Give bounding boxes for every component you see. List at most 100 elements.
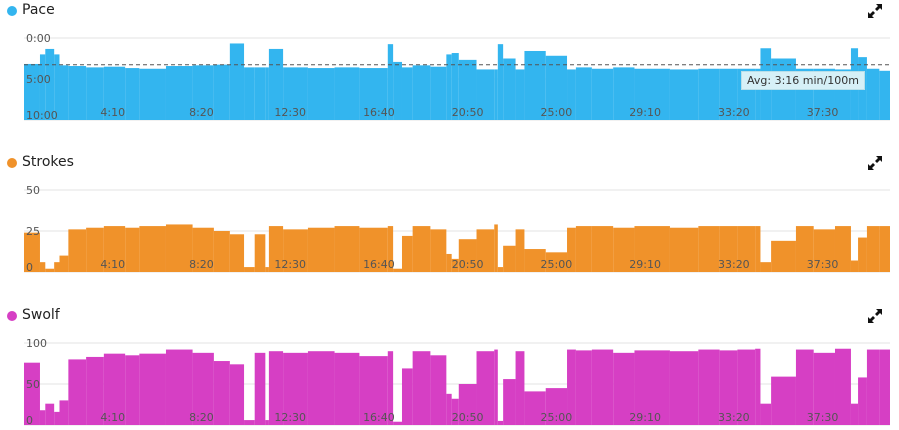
pace-legend-dot <box>7 6 17 16</box>
swolf-bar <box>591 349 614 425</box>
pace-y-tick-label: 0:00 <box>26 32 51 45</box>
swolf-header: Swolf <box>0 305 899 327</box>
pace-x-tick-label: 29:10 <box>629 106 661 119</box>
swolf-bar <box>265 420 269 425</box>
strokes-bar <box>54 262 60 272</box>
pace-bar <box>86 67 104 120</box>
pace-bar <box>265 67 269 120</box>
pace-bar <box>497 44 504 120</box>
strokes-bar <box>268 226 284 272</box>
swolf-bar <box>834 348 851 425</box>
pace-bar <box>545 55 568 121</box>
swolf-bar <box>39 410 46 425</box>
swolf-bar <box>503 379 516 425</box>
swolf-bar <box>458 384 477 425</box>
pace-bar <box>458 59 477 120</box>
strokes-bar <box>45 268 55 272</box>
strokes-bar <box>503 245 516 272</box>
strokes-bar <box>591 226 614 272</box>
strokes-x-tick-label: 8:20 <box>189 258 214 271</box>
pace-x-tick-label: 20:50 <box>452 106 484 119</box>
pace-bar <box>494 69 498 120</box>
strokes-bar <box>669 227 699 272</box>
swolf-bar <box>613 352 635 425</box>
swolf-bar <box>451 398 459 425</box>
pace-y-tick-label: 5:00 <box>26 73 51 86</box>
strokes-chart: 50 25 0 4:10 8:20 12:30 16:40 20:50 25:00 29:10 33… <box>24 184 890 274</box>
strokes-bar <box>244 267 255 272</box>
swolf-bar <box>567 349 576 425</box>
pace-bar <box>446 54 452 120</box>
pace-bar <box>39 54 46 120</box>
strokes-bar <box>719 226 738 272</box>
pace-bar <box>634 68 670 120</box>
strokes-bar <box>698 226 720 272</box>
swolf-bar <box>858 377 867 425</box>
swolf-x-tick-label: 20:50 <box>452 411 484 424</box>
strokes-bar <box>866 226 880 272</box>
pace-bar <box>524 50 546 120</box>
strokes-panel: Strokes 50 25 0 4:10 8:20 12:30 16:40 20:50 25:0… <box>0 152 899 282</box>
strokes-bar <box>254 234 266 272</box>
pace-expand-icon[interactable] <box>866 2 884 20</box>
swolf-bar <box>698 349 720 425</box>
strokes-bar <box>265 267 269 272</box>
swolf-bar <box>125 355 140 425</box>
strokes-bar <box>497 267 504 272</box>
strokes-x-tick-label: 33:20 <box>718 258 750 271</box>
pace-bar <box>476 69 495 120</box>
pace-bar <box>866 68 880 120</box>
swolf-bar <box>771 376 796 425</box>
swolf-bar <box>254 352 266 425</box>
swolf-y-tick-label: 100 <box>26 337 47 350</box>
strokes-x-tick-label: 37:30 <box>807 258 839 271</box>
strokes-bar <box>858 237 867 272</box>
strokes-x-tick-label: 16:40 <box>363 258 395 271</box>
swolf-bar <box>760 403 772 425</box>
pace-bar <box>515 69 525 120</box>
strokes-x-tick-label: 20:50 <box>452 258 484 271</box>
pace-x-tick-label: 16:40 <box>363 106 395 119</box>
pace-bar <box>283 67 308 120</box>
strokes-y-tick-label: 25 <box>26 225 40 238</box>
swolf-bar <box>387 351 394 425</box>
strokes-x-tick-label: 4:10 <box>100 258 125 271</box>
strokes-x-tick-label: 29:10 <box>629 258 661 271</box>
pace-average-label: Avg: 3:16 min/100m <box>741 71 865 90</box>
strokes-bar <box>567 227 576 272</box>
strokes-bar <box>307 227 335 272</box>
pace-bar <box>567 69 576 120</box>
strokes-bar <box>68 229 87 272</box>
strokes-bar <box>613 227 635 272</box>
strokes-legend-dot <box>7 158 17 168</box>
strokes-bar <box>86 227 104 272</box>
strokes-bar <box>755 226 761 272</box>
strokes-y-tick-label: 0 <box>26 261 33 274</box>
strokes-bar <box>401 235 413 272</box>
swolf-bar <box>268 351 284 425</box>
strokes-bar <box>24 232 40 272</box>
swolf-bar <box>850 403 859 425</box>
pace-bar <box>244 67 255 120</box>
swolf-x-tick-label: 4:10 <box>100 411 125 424</box>
swolf-expand-icon[interactable] <box>866 307 884 325</box>
swolf-x-tick-label: 16:40 <box>363 411 395 424</box>
swolf-bar <box>192 352 214 425</box>
swolf-x-tick-label: 12:30 <box>274 411 306 424</box>
swolf-chart: 100 50 0 4:10 8:20 12:30 16:40 20:50 25:00 29:10 3… <box>24 337 890 427</box>
pace-bar <box>430 66 447 120</box>
swolf-bar <box>59 400 69 425</box>
strokes-bar <box>545 252 568 272</box>
strokes-bar <box>879 226 890 272</box>
swolf-bar <box>755 348 761 425</box>
swolf-bar <box>494 349 498 425</box>
swolf-bar <box>719 350 738 425</box>
pace-bar <box>24 63 40 120</box>
swolf-bar <box>334 352 360 425</box>
pace-bar <box>125 68 140 120</box>
swolf-bar <box>139 353 166 425</box>
swolf-bar <box>86 356 104 425</box>
pace-bar <box>139 68 166 120</box>
strokes-expand-icon[interactable] <box>866 154 884 172</box>
swolf-bar <box>244 420 255 425</box>
